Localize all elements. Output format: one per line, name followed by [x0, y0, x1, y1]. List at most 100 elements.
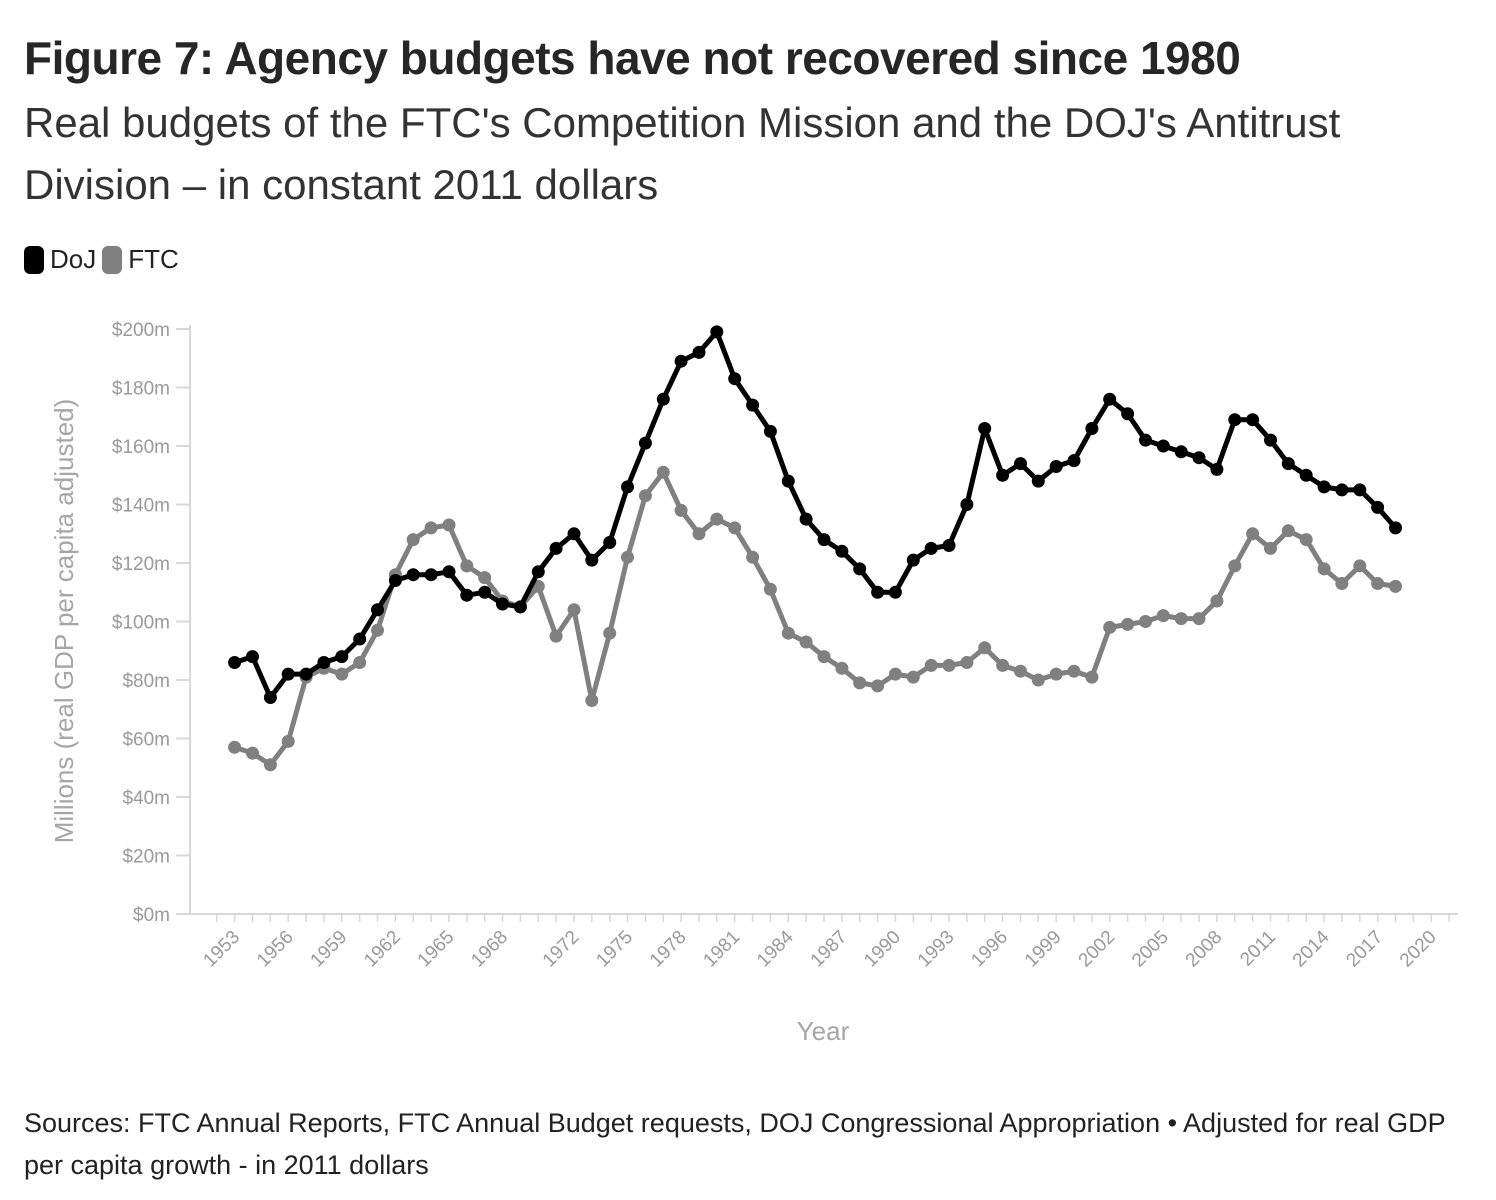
x-axis-title: Year [797, 1016, 850, 1046]
legend-label-ftc: FTC [128, 244, 179, 274]
data-point-doj [621, 480, 634, 494]
x-tick-label: 1987 [807, 927, 852, 972]
data-point-doj [924, 541, 938, 555]
data-point-doj [1228, 413, 1242, 427]
x-tick-label: 1972 [539, 927, 584, 972]
data-point-doj [1264, 433, 1277, 447]
data-point-ftc [335, 667, 349, 681]
data-point-ftc [924, 658, 938, 672]
data-point-doj [603, 536, 617, 549]
data-point-doj [674, 354, 688, 368]
y-tick-label: $140m [112, 496, 170, 517]
data-point-ftc [585, 694, 599, 707]
y-tick-label: $120m [112, 554, 170, 575]
data-point-doj [1317, 480, 1331, 494]
data-point-ftc [996, 658, 1010, 672]
data-point-doj [1246, 413, 1260, 427]
data-point-doj [1389, 521, 1402, 535]
x-tick-label: 1953 [199, 927, 244, 972]
data-point-doj [567, 527, 581, 541]
data-point-ftc [1067, 664, 1081, 678]
data-point-ftc [621, 550, 634, 564]
chart-subtitle: Real budgets of the FTC's Competition Mi… [24, 99, 1341, 208]
data-point-ftc [263, 758, 277, 772]
data-point-doj [799, 512, 813, 526]
data-point-doj [728, 372, 742, 386]
x-tick-label: 1996 [967, 927, 1012, 972]
data-point-ftc [942, 658, 956, 672]
data-point-doj [1014, 457, 1027, 471]
data-point-doj [1103, 392, 1117, 406]
data-point-ftc [781, 626, 795, 640]
y-tick-label: $160m [112, 437, 170, 458]
data-point-doj [978, 422, 992, 435]
x-tick-label: 1999 [1021, 927, 1066, 972]
data-point-ftc [853, 676, 867, 690]
data-point-ftc [1192, 612, 1206, 626]
series-line-ftc [232, 469, 1398, 768]
data-point-doj [406, 568, 420, 582]
data-point-doj [781, 474, 795, 488]
data-point-ftc [1299, 533, 1313, 547]
data-point-ftc [478, 571, 492, 585]
data-point-doj [263, 691, 277, 704]
data-point-ftc [246, 746, 259, 760]
data-point-ftc [710, 512, 724, 526]
data-point-ftc [888, 667, 902, 681]
x-tick-label: 1968 [467, 927, 512, 972]
y-tick-label: $200m [112, 320, 170, 341]
data-point-doj [1049, 460, 1063, 473]
data-point-doj [460, 588, 474, 602]
data-point-ftc [1174, 612, 1188, 626]
data-point-doj [299, 667, 313, 681]
data-point-ftc [567, 603, 581, 617]
data-point-ftc [1121, 617, 1135, 631]
data-point-doj [1299, 468, 1313, 482]
line-chart: $0m $20m $40m $60m $80m $100m $120m $140m $160m $… [49, 320, 1458, 1046]
data-point-doj [388, 574, 402, 587]
data-point-doj [746, 398, 760, 412]
data-point-ftc [960, 656, 974, 669]
x-tick-label: 1975 [592, 927, 637, 972]
data-point-doj [353, 632, 367, 646]
data-point-ftc [978, 641, 992, 655]
data-point-doj [317, 656, 331, 669]
data-point-ftc [817, 650, 831, 664]
data-point-doj [1121, 407, 1135, 421]
x-tick-label: 2002 [1075, 927, 1120, 972]
data-point-doj [585, 553, 599, 567]
x-tick-label: 2017 [1342, 927, 1387, 972]
x-tick-label: 2014 [1289, 926, 1334, 971]
data-point-ftc [1139, 615, 1152, 628]
data-point-ftc [1281, 524, 1295, 538]
y-axis-title: Millions (real GDP per capita adjusted) [49, 399, 79, 844]
x-tick-label: 2020 [1396, 927, 1441, 972]
y-tick-label: $60m [122, 730, 170, 751]
y-tick-label: $100m [112, 613, 170, 634]
data-point-ftc [371, 623, 384, 637]
data-point-doj [960, 498, 974, 511]
data-point-ftc [638, 489, 652, 503]
data-point-doj [496, 597, 509, 611]
data-point-doj [531, 565, 545, 579]
data-point-doj [1192, 451, 1206, 465]
x-tick-label: 2005 [1128, 927, 1173, 972]
data-point-ftc [1371, 577, 1385, 590]
data-point-doj [1281, 457, 1295, 471]
legend-swatch-doj [24, 245, 44, 274]
data-point-ftc [460, 559, 474, 573]
data-point-doj [710, 325, 724, 339]
data-point-doj [478, 585, 492, 599]
data-point-doj [1174, 445, 1188, 459]
data-point-ftc [603, 626, 617, 640]
data-point-doj [549, 541, 563, 555]
data-point-ftc [1049, 667, 1063, 681]
data-point-doj [424, 568, 438, 582]
y-axis-ticks: $0m $20m $40m $60m $80m $100m $120m $140m $160m $… [112, 320, 190, 926]
data-point-ftc [1156, 609, 1170, 623]
data-point-ftc [1353, 559, 1367, 573]
data-point-ftc [656, 465, 670, 479]
y-tick-label: $80m [122, 671, 170, 692]
legend-item-doj: DoJ [24, 244, 96, 275]
data-point-ftc [1246, 527, 1260, 541]
